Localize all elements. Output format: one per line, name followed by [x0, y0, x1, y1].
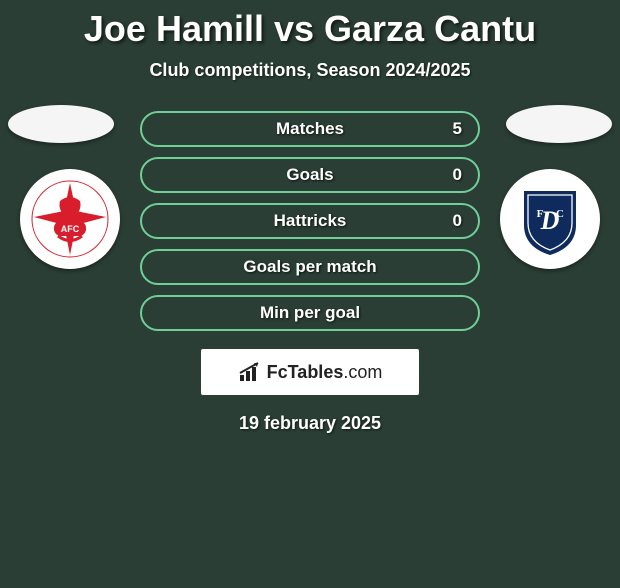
branding-text-bold: FcTables	[267, 362, 344, 382]
page-subtitle: Club competitions, Season 2024/2025	[0, 60, 620, 81]
svg-text:C: C	[556, 208, 564, 220]
page-title: Joe Hamill vs Garza Cantu	[0, 8, 620, 50]
comparison-content: AFC D F C Matches 5 Goals 0 Hattricks 0 …	[0, 111, 620, 434]
stat-row-hattricks: Hattricks 0	[140, 203, 480, 239]
stat-label: Hattricks	[274, 211, 347, 231]
footer-date: 19 february 2025	[0, 413, 620, 434]
stat-label: Min per goal	[260, 303, 360, 323]
airdrie-badge-icon: AFC	[30, 179, 110, 259]
stat-value-right: 5	[453, 119, 462, 139]
club-badge-left: AFC	[20, 169, 120, 269]
stat-label: Matches	[276, 119, 344, 139]
player-avatar-left	[8, 105, 114, 143]
stat-value-right: 0	[453, 165, 462, 185]
branding-badge: FcTables.com	[201, 349, 419, 395]
stat-value-right: 0	[453, 211, 462, 231]
svg-text:AFC: AFC	[61, 224, 80, 234]
stat-row-gpm: Goals per match	[140, 249, 480, 285]
club-badge-right: D F C	[500, 169, 600, 269]
dundee-badge-icon: D F C	[510, 179, 590, 259]
stats-list: Matches 5 Goals 0 Hattricks 0 Goals per …	[140, 111, 480, 331]
svg-text:F: F	[537, 208, 544, 220]
stat-row-mpg: Min per goal	[140, 295, 480, 331]
player-avatar-right	[506, 105, 612, 143]
stat-row-goals: Goals 0	[140, 157, 480, 193]
branding-text-light: .com	[343, 362, 382, 382]
stat-label: Goals per match	[243, 257, 376, 277]
stat-label: Goals	[286, 165, 333, 185]
stat-row-matches: Matches 5	[140, 111, 480, 147]
bar-chart-icon	[238, 361, 262, 383]
